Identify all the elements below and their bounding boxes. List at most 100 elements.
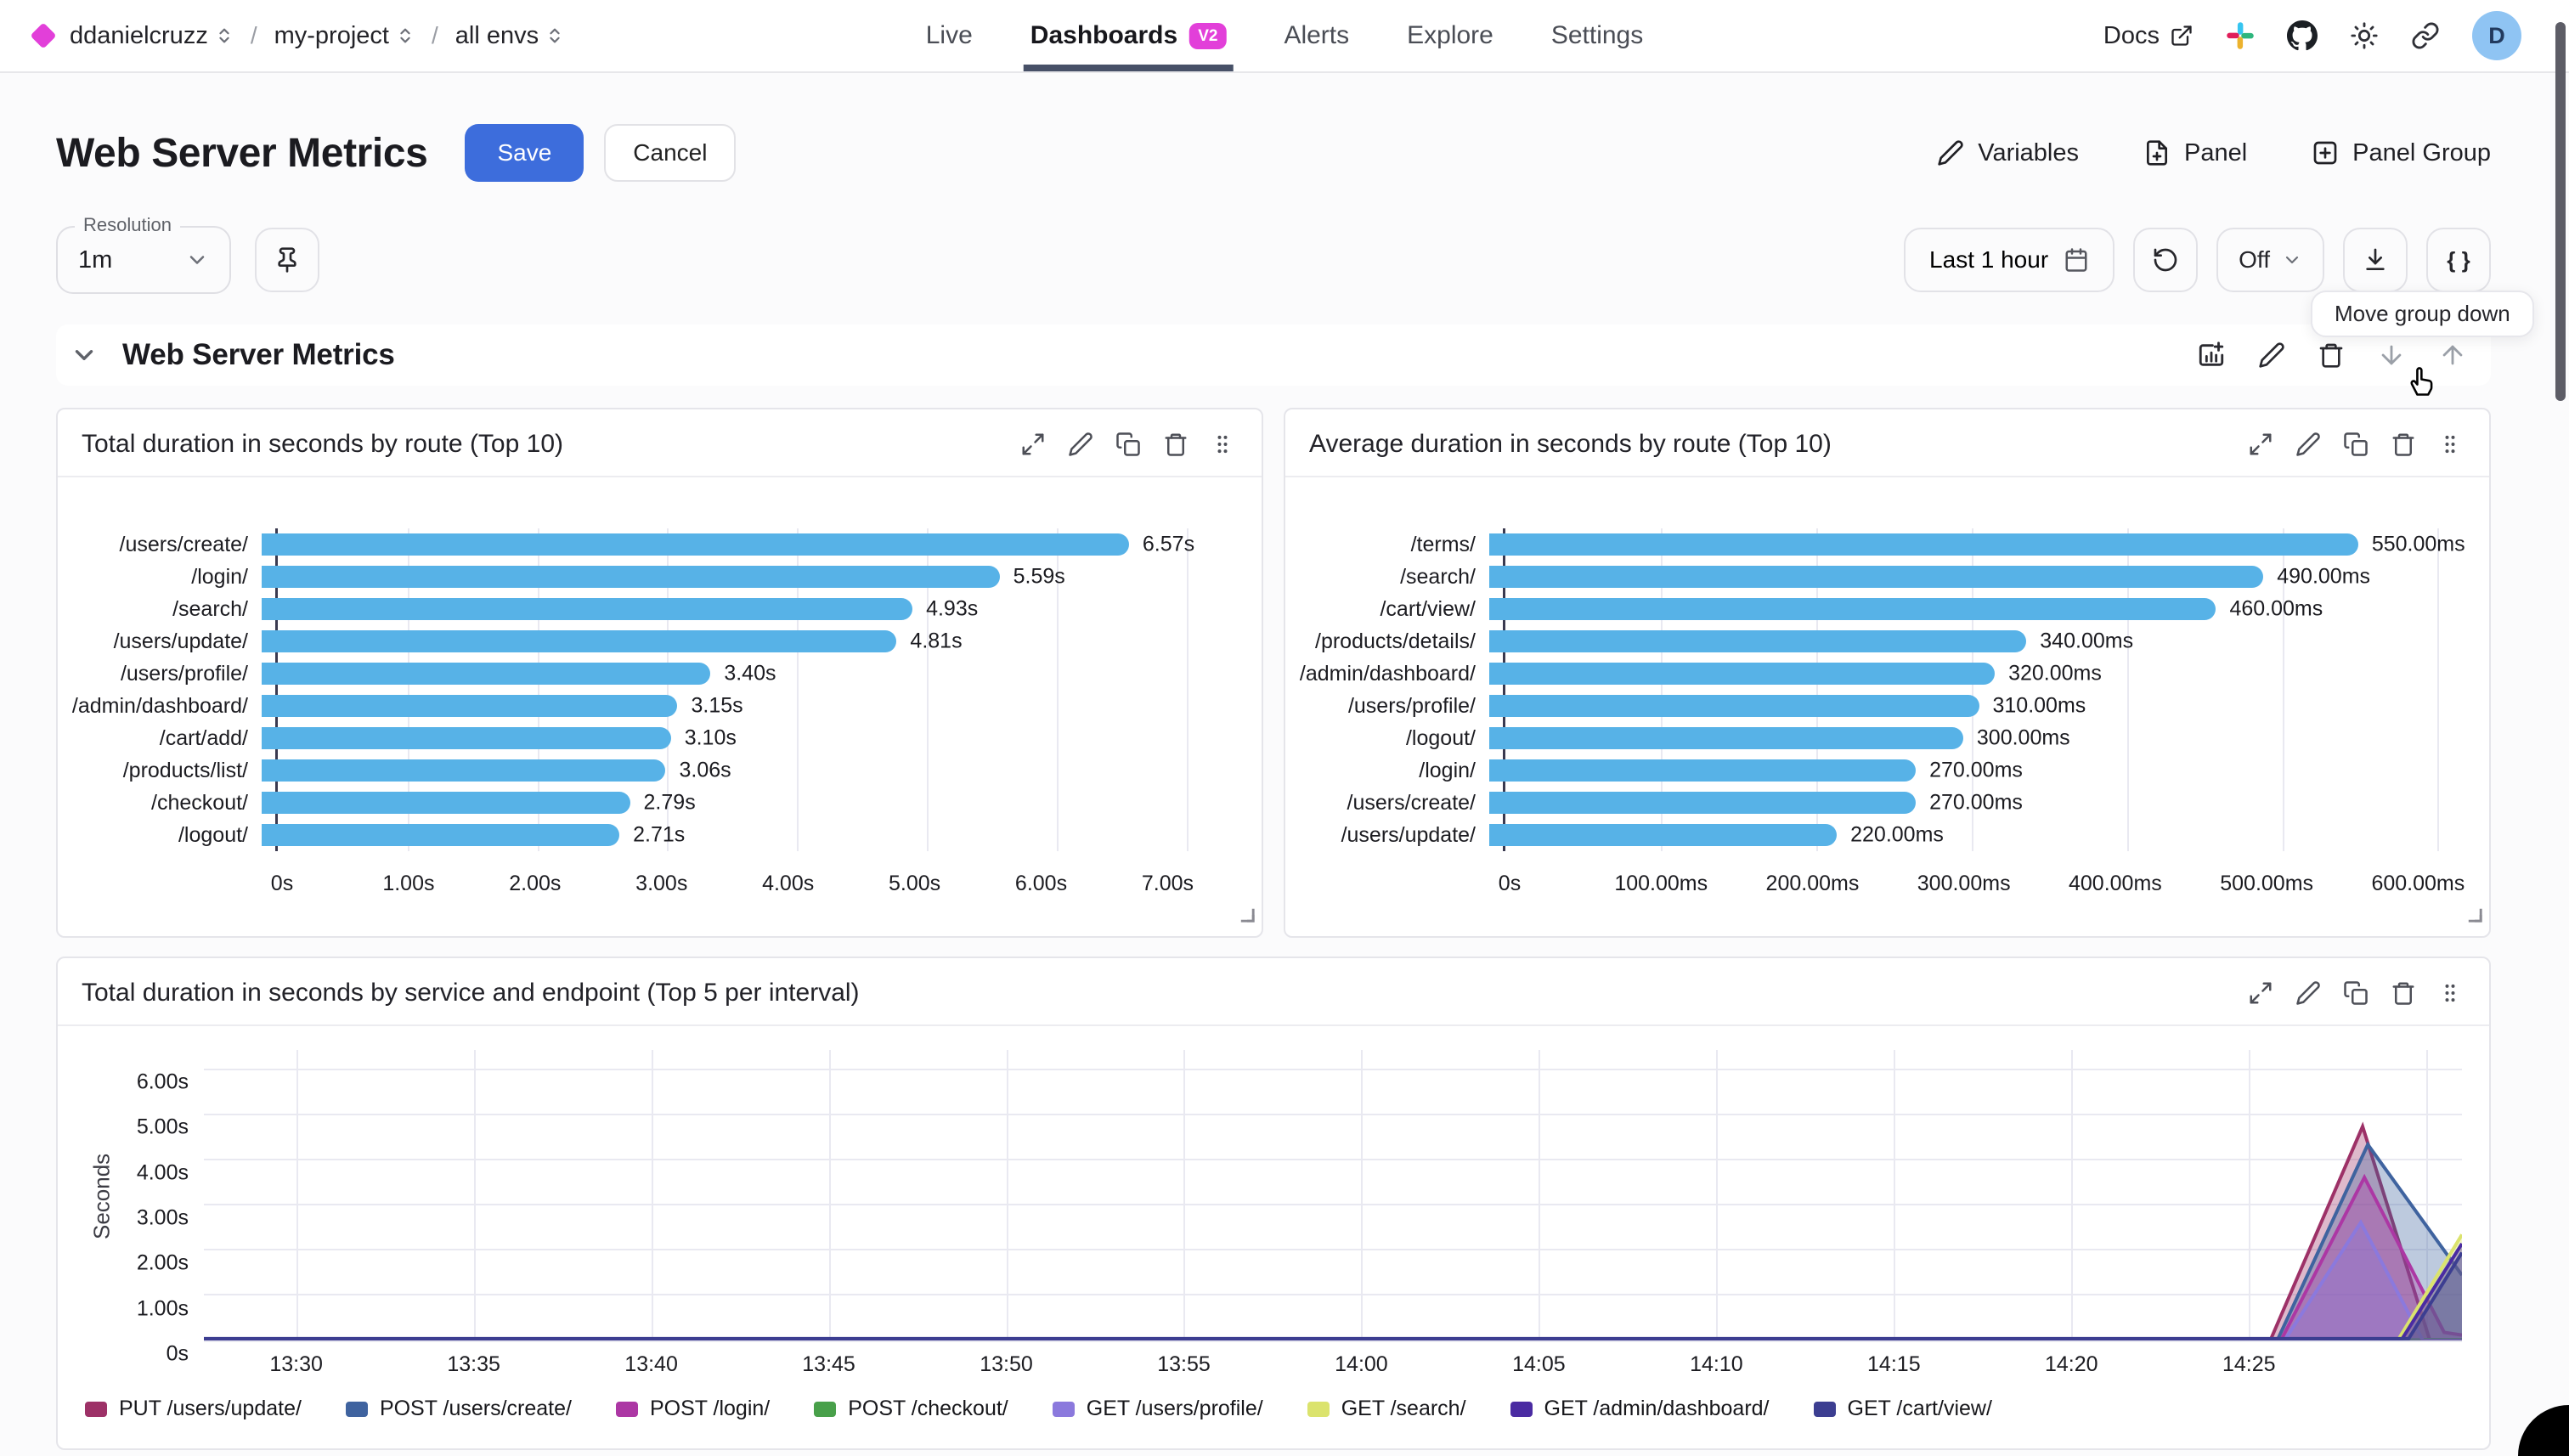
legend-item[interactable]: GET /search/ bbox=[1307, 1397, 1466, 1421]
bar[interactable] bbox=[262, 533, 1129, 556]
auto-refresh-select[interactable]: Off bbox=[2216, 228, 2324, 292]
duplicate-panel-icon[interactable] bbox=[2343, 980, 2369, 1006]
theme-toggle-sun-icon[interactable] bbox=[2350, 21, 2379, 50]
breadcrumb-org[interactable]: ddanielcruzz bbox=[70, 22, 234, 50]
duplicate-panel-icon[interactable] bbox=[1115, 432, 1141, 457]
docs-link[interactable]: Docs bbox=[2103, 22, 2194, 50]
edit-panel-icon[interactable] bbox=[2295, 432, 2321, 457]
bar[interactable] bbox=[262, 792, 630, 814]
legend-swatch bbox=[1510, 1401, 1533, 1417]
expand-panel-icon[interactable] bbox=[2248, 432, 2273, 457]
slack-icon[interactable] bbox=[2226, 21, 2255, 50]
refresh-button[interactable] bbox=[2133, 228, 2199, 292]
bar[interactable] bbox=[1489, 727, 1963, 749]
bar[interactable] bbox=[1489, 663, 1996, 685]
bar-row: /users/create/6.57s bbox=[65, 528, 1241, 561]
user-avatar[interactable]: D bbox=[2472, 11, 2521, 60]
tab-alerts[interactable]: Alerts bbox=[1284, 21, 1350, 49]
bar[interactable] bbox=[1489, 566, 2264, 588]
drag-handle-icon[interactable] bbox=[2438, 432, 2462, 456]
bar-row: /cart/view/460.00ms bbox=[1292, 593, 2469, 625]
bar[interactable] bbox=[1489, 598, 2216, 620]
delete-panel-icon[interactable] bbox=[2391, 980, 2416, 1006]
bar[interactable] bbox=[262, 759, 666, 782]
share-link-icon[interactable] bbox=[2411, 21, 2440, 50]
legend-item[interactable]: POST /login/ bbox=[615, 1397, 770, 1421]
drag-handle-icon[interactable] bbox=[2438, 981, 2462, 1005]
collapse-chevron-icon[interactable] bbox=[70, 341, 99, 370]
legend-swatch bbox=[85, 1401, 107, 1417]
resize-handle-icon[interactable] bbox=[2467, 898, 2482, 929]
legend-item[interactable]: PUT /users/update/ bbox=[85, 1397, 302, 1421]
page-scrollbar-thumb[interactable] bbox=[2555, 22, 2566, 401]
bar[interactable] bbox=[1489, 792, 1917, 814]
add-chart-to-group-icon[interactable] bbox=[2197, 341, 2226, 370]
grid-line bbox=[797, 528, 799, 851]
add-panel-button[interactable]: Panel bbox=[2143, 139, 2247, 167]
delete-panel-icon[interactable] bbox=[1163, 432, 1189, 457]
expand-panel-icon[interactable] bbox=[2248, 980, 2273, 1006]
time-series-chart: Seconds 0s 1.00s 2.00s 3.00s 4.00s 5.00s 6.00s… bbox=[58, 1026, 2489, 1448]
bar[interactable] bbox=[262, 663, 711, 685]
duplicate-panel-icon[interactable] bbox=[2343, 432, 2369, 457]
legend-item[interactable]: GET /users/profile/ bbox=[1052, 1397, 1263, 1421]
resolution-select[interactable]: Resolution 1m bbox=[56, 214, 231, 294]
bar[interactable] bbox=[262, 598, 913, 620]
download-button[interactable] bbox=[2343, 228, 2408, 292]
move-group-up-icon[interactable] bbox=[2438, 341, 2467, 370]
breadcrumb-separator: / bbox=[250, 22, 257, 48]
bar[interactable] bbox=[1489, 824, 1838, 846]
tab-live[interactable]: Live bbox=[925, 21, 973, 49]
delete-group-icon[interactable] bbox=[2318, 341, 2345, 369]
bar[interactable] bbox=[262, 695, 678, 717]
breadcrumb-env[interactable]: all envs bbox=[455, 22, 564, 50]
bar-value-label: 3.40s bbox=[724, 661, 776, 686]
tooltip-move-group-down: Move group down bbox=[2311, 291, 2534, 337]
move-group-down-icon[interactable] bbox=[2377, 341, 2406, 370]
tab-explore[interactable]: Explore bbox=[1407, 21, 1493, 49]
grid-line bbox=[2426, 1050, 2429, 1340]
cancel-button[interactable]: Cancel bbox=[604, 124, 737, 182]
save-button[interactable]: Save bbox=[465, 124, 584, 182]
delete-panel-icon[interactable] bbox=[2391, 432, 2416, 457]
edit-group-icon[interactable] bbox=[2258, 341, 2285, 369]
bar-row: /users/create/270.00ms bbox=[1292, 787, 2469, 819]
edit-panel-icon[interactable] bbox=[2295, 980, 2321, 1006]
tab-settings[interactable]: Settings bbox=[1550, 21, 1644, 49]
bar[interactable] bbox=[1489, 533, 2358, 556]
legend-item[interactable]: GET /cart/view/ bbox=[1813, 1397, 1992, 1421]
pin-button[interactable] bbox=[255, 228, 319, 292]
github-icon[interactable] bbox=[2287, 20, 2318, 51]
tab-dashboards[interactable]: Dashboards V2 bbox=[1023, 0, 1234, 71]
bar-track: 5.59s bbox=[262, 565, 1241, 589]
drag-handle-icon[interactable] bbox=[1211, 432, 1234, 456]
x-tick-label: 0s bbox=[1498, 872, 1522, 895]
y-tick-label: 0s bbox=[166, 1341, 189, 1366]
edit-panel-icon[interactable] bbox=[1068, 432, 1093, 457]
series-area-POST /login/ bbox=[204, 1177, 2462, 1340]
bar[interactable] bbox=[262, 727, 671, 749]
bar-row: /products/list/3.06s bbox=[65, 754, 1241, 787]
bar[interactable] bbox=[1489, 759, 1917, 782]
legend-item[interactable]: POST /checkout/ bbox=[814, 1397, 1008, 1421]
chart-gridlines bbox=[275, 528, 1241, 851]
resize-handle-icon[interactable] bbox=[1239, 898, 1255, 929]
bar-category-label: /products/list/ bbox=[122, 758, 248, 782]
time-range-button[interactable]: Last 1 hour bbox=[1904, 228, 2115, 292]
variables-button[interactable]: Variables bbox=[1937, 139, 2079, 167]
bar[interactable] bbox=[262, 566, 1000, 588]
bar-value-label: 4.93s bbox=[926, 596, 979, 621]
resolution-value: 1m bbox=[78, 245, 113, 274]
group-title: Web Server Metrics bbox=[122, 338, 395, 371]
bar[interactable] bbox=[1489, 695, 1979, 717]
bar[interactable] bbox=[262, 824, 620, 846]
bar[interactable] bbox=[1489, 630, 2027, 652]
expand-panel-icon[interactable] bbox=[1020, 432, 1046, 457]
legend-item[interactable]: GET /admin/dashboard/ bbox=[1510, 1397, 1770, 1421]
bar[interactable] bbox=[262, 630, 897, 652]
legend-item[interactable]: POST /users/create/ bbox=[345, 1397, 572, 1421]
add-panel-group-button[interactable]: Panel Group bbox=[2312, 139, 2491, 167]
y-tick-label: 2.00s bbox=[136, 1250, 189, 1275]
breadcrumb-project[interactable]: my-project bbox=[274, 22, 415, 50]
json-view-button[interactable]: { } bbox=[2426, 228, 2491, 292]
